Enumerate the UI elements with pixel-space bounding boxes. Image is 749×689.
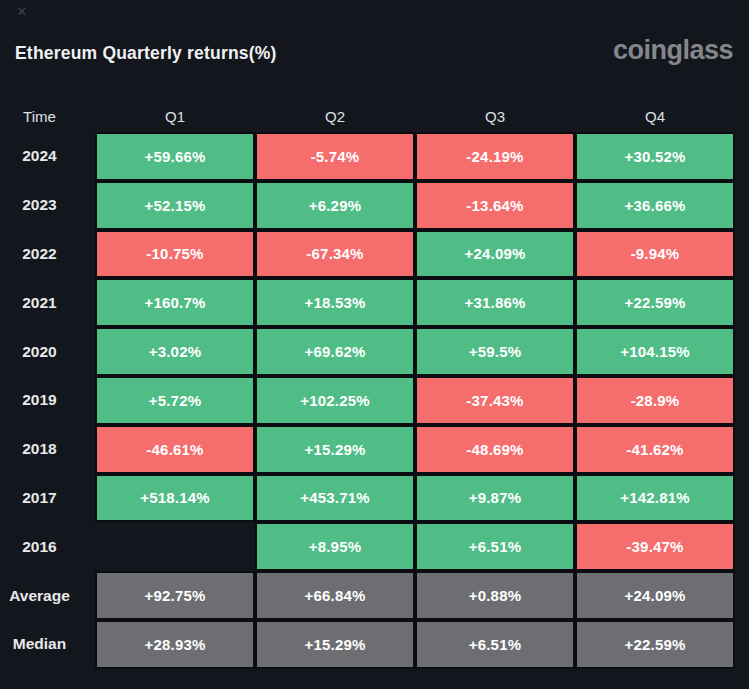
returns-table: TimeQ1Q2Q3Q4 2024+59.66%-5.74%-24.19%+30.…	[0, 100, 735, 669]
value-cell: +102.25%	[255, 376, 415, 425]
row-label-average: Average	[0, 571, 95, 620]
close-icon[interactable]: ✕	[13, 3, 31, 21]
row-label-median: Median	[0, 620, 95, 669]
value-cell: +142.81%	[575, 474, 735, 523]
value-cell: +104.15%	[575, 327, 735, 376]
column-header-q1: Q1	[95, 100, 255, 132]
value-cell: -10.75%	[95, 230, 255, 279]
value-cell: -28.9%	[575, 376, 735, 425]
value-cell: -13.64%	[415, 181, 575, 230]
value-cell: +69.62%	[255, 327, 415, 376]
value-cell: +15.29%	[255, 425, 415, 474]
value-cell: +31.86%	[415, 278, 575, 327]
value-cell: +28.93%	[95, 620, 255, 669]
value-cell: +59.66%	[95, 132, 255, 181]
value-cell: +15.29%	[255, 620, 415, 669]
value-cell: -39.47%	[575, 522, 735, 571]
header-bar: Ethereum Quarterly returns(%) coinglass	[0, 0, 749, 64]
value-cell: -37.43%	[415, 376, 575, 425]
row-label-2019: 2019	[0, 376, 95, 425]
value-cell: +6.51%	[415, 522, 575, 571]
value-cell: +22.59%	[575, 620, 735, 669]
value-cell: +6.29%	[255, 181, 415, 230]
value-cell: +9.87%	[415, 474, 575, 523]
value-cell: +66.84%	[255, 571, 415, 620]
row-label-2018: 2018	[0, 425, 95, 474]
value-cell: -24.19%	[415, 132, 575, 181]
value-cell: +36.66%	[575, 181, 735, 230]
value-cell: -5.74%	[255, 132, 415, 181]
value-cell: +0.88%	[415, 571, 575, 620]
value-cell: +3.02%	[95, 327, 255, 376]
column-header-time: Time	[0, 100, 95, 132]
column-header-q3: Q3	[415, 100, 575, 132]
value-cell: -9.94%	[575, 230, 735, 279]
value-cell: +18.53%	[255, 278, 415, 327]
row-label-2023: 2023	[0, 181, 95, 230]
row-label-2022: 2022	[0, 230, 95, 279]
value-cell: +92.75%	[95, 571, 255, 620]
row-label-2020: 2020	[0, 327, 95, 376]
row-label-2017: 2017	[0, 474, 95, 523]
value-cell: -41.62%	[575, 425, 735, 474]
value-cell: +22.59%	[575, 278, 735, 327]
value-cell: +24.09%	[415, 230, 575, 279]
value-cell: -46.61%	[95, 425, 255, 474]
value-cell: +6.51%	[415, 620, 575, 669]
value-cell: +518.14%	[95, 474, 255, 523]
value-cell: +30.52%	[575, 132, 735, 181]
row-label-2021: 2021	[0, 278, 95, 327]
value-cell: +5.72%	[95, 376, 255, 425]
value-cell: -48.69%	[415, 425, 575, 474]
value-cell: -67.34%	[255, 230, 415, 279]
value-cell: +8.95%	[255, 522, 415, 571]
value-cell	[95, 522, 255, 571]
row-label-2024: 2024	[0, 132, 95, 181]
coinglass-logo: coinglass	[613, 37, 733, 64]
value-cell: +52.15%	[95, 181, 255, 230]
row-label-2016: 2016	[0, 522, 95, 571]
page-title: Ethereum Quarterly returns(%)	[15, 43, 277, 64]
column-header-q2: Q2	[255, 100, 415, 132]
value-cell: +24.09%	[575, 571, 735, 620]
value-cell: +59.5%	[415, 327, 575, 376]
value-cell: +160.7%	[95, 278, 255, 327]
value-cell: +453.71%	[255, 474, 415, 523]
column-header-q4: Q4	[575, 100, 735, 132]
